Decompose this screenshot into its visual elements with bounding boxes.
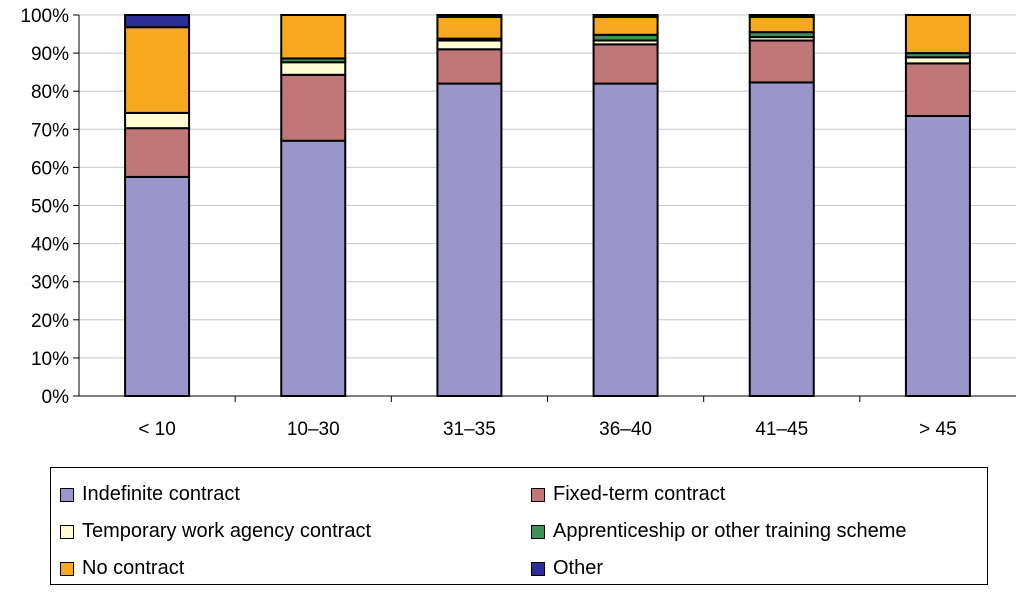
- y-tick-label: 90%: [31, 44, 69, 65]
- legend-item-fixed-term-contract: Fixed-term contract: [531, 483, 725, 506]
- y-tick-label: 30%: [31, 273, 69, 294]
- bar-segment-indefinite-contract: [280, 139, 347, 397]
- legend-item-indefinite-contract: Indefinite contract: [60, 483, 240, 506]
- y-tick-label: 10%: [31, 349, 69, 370]
- legend-swatch: [531, 487, 545, 502]
- legend-label: Apprenticeship or other training scheme: [553, 520, 907, 542]
- bar-segment-indefinite-contract: [904, 114, 971, 397]
- legend-swatch: [531, 561, 545, 576]
- legend-swatch: [60, 524, 74, 539]
- y-tick-label: 0%: [42, 387, 70, 408]
- bar-segment-other: [748, 14, 815, 18]
- bar-segment-no-contract: [592, 15, 659, 36]
- legend-swatch: [60, 561, 74, 576]
- legend-item-apprenticeship: Apprenticeship or other training scheme: [531, 520, 907, 543]
- bar-segment-fixed-term-contract: [280, 73, 347, 142]
- bar-segment-temporary-work-agency-contract: [124, 111, 191, 130]
- bar-segment-fixed-term-contract: [748, 39, 815, 84]
- y-tick-labels: 0% 10% 20% 30% 40% 50% 60% 70% 80% 90% 100%: [20, 6, 69, 408]
- legend-item-other: Other: [531, 557, 603, 580]
- y-tick-label: 40%: [31, 235, 69, 256]
- x-tick-label: 10–30: [287, 419, 340, 440]
- bar-segment-fixed-term-contract: [904, 62, 971, 117]
- y-tick-label: 20%: [31, 311, 69, 332]
- bar-segment-no-contract: [280, 14, 347, 60]
- legend-label: Temporary work agency contract: [82, 520, 372, 542]
- legend-label: Other: [553, 557, 604, 579]
- y-tick-label: 80%: [31, 82, 69, 103]
- y-tick-label: 60%: [31, 158, 69, 179]
- bar-segment-fixed-term-contract: [592, 43, 659, 85]
- y-tick-label: 70%: [31, 120, 69, 141]
- legend-swatch: [531, 524, 545, 539]
- x-tick-label: < 10: [138, 419, 176, 440]
- bar-segment-indefinite-contract: [436, 82, 503, 398]
- legend-label: No contract: [82, 557, 185, 579]
- bar-segment-other: [592, 14, 659, 18]
- bar-segment-indefinite-contract: [592, 82, 659, 398]
- legend: Indefinite contract Fixed-term contract …: [50, 467, 988, 585]
- stacked-bar-chart: 0% 10% 20% 30% 40% 50% 60% 70% 80% 90% 100% < 10 10…: [20, 6, 1016, 440]
- bar-segment-no-contract: [748, 15, 815, 34]
- x-tick-label: 41–45: [755, 419, 808, 440]
- bars: [124, 14, 971, 398]
- bar-segment-no-contract: [436, 15, 503, 40]
- legend-swatch: [60, 487, 74, 502]
- bar-segment-other: [436, 14, 503, 18]
- legend-item-no-contract: No contract: [60, 557, 184, 580]
- bar-segment-no-contract: [124, 26, 191, 114]
- legend-item-temporary-work-agency-contract: Temporary work agency contract: [60, 520, 371, 543]
- legend-label: Indefinite contract: [82, 483, 240, 505]
- legend-label: Fixed-term contract: [553, 483, 726, 505]
- axes: [73, 14, 1016, 402]
- x-tick-label: 36–40: [599, 419, 652, 440]
- bar-segment-fixed-term-contract: [436, 48, 503, 85]
- x-tick-label: > 45: [919, 419, 957, 440]
- bar-segment-other: [124, 14, 191, 29]
- y-tick-label: 100%: [20, 6, 69, 27]
- y-tick-label: 50%: [31, 197, 69, 218]
- x-tick-labels: < 10 10–30 31–35 36–40 41–45 > 45: [138, 419, 956, 440]
- bar-segment-indefinite-contract: [748, 81, 815, 397]
- bar-segment-no-contract: [904, 14, 971, 55]
- x-tick-label: 31–35: [443, 419, 496, 440]
- bar-segment-temporary-work-agency-contract: [280, 61, 347, 76]
- bar-segment-fixed-term-contract: [124, 127, 191, 178]
- bar-segment-temporary-work-agency-contract: [436, 39, 503, 51]
- gridlines: [79, 14, 1016, 359]
- bar-segment-indefinite-contract: [124, 175, 191, 397]
